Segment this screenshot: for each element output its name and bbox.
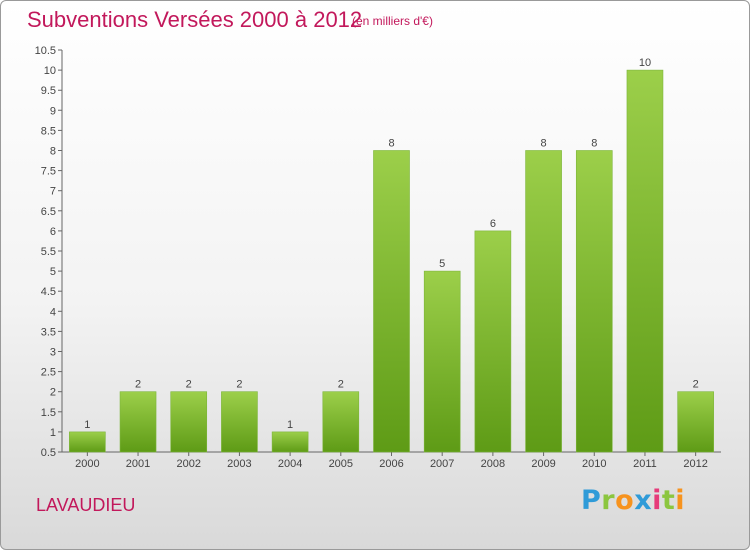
logo-letter: i xyxy=(652,485,662,516)
y-tick-label: 2.5 xyxy=(41,367,56,379)
y-tick-label: 4.5 xyxy=(41,286,56,298)
x-tick-label: 2002 xyxy=(176,458,200,470)
chart-title: Subventions Versées 2000 à 2012 xyxy=(27,7,363,32)
y-tick-label: 6 xyxy=(50,226,56,238)
y-tick-label: 6.5 xyxy=(41,206,56,218)
bar-value-label: 8 xyxy=(591,138,597,150)
bar xyxy=(69,431,106,453)
y-tick-label: 8.5 xyxy=(41,125,56,137)
chart-bars: 1 2 2 2 1 2 8 5 6 8 8 10 2 xyxy=(69,57,714,453)
logo-letter: r xyxy=(601,485,616,516)
x-tick-label: 2005 xyxy=(329,458,353,470)
logo-letter: x xyxy=(634,485,653,516)
y-tick-label: 8 xyxy=(50,146,56,158)
bar-value-label: 1 xyxy=(287,419,293,431)
logo-letter: t xyxy=(661,485,676,516)
x-tick-label: 2003 xyxy=(227,458,251,470)
y-tick-label: 3 xyxy=(50,347,56,359)
bar xyxy=(474,230,512,453)
bar-value-label: 10 xyxy=(639,57,651,69)
y-tick-label: 10 xyxy=(44,65,56,77)
y-tick-label: 7.5 xyxy=(41,166,56,178)
bar xyxy=(626,69,664,453)
bar-value-label: 2 xyxy=(135,379,141,391)
place-name: LAVAUDIEU xyxy=(36,495,136,515)
y-tick-label: 3.5 xyxy=(41,326,56,338)
y-tick-label: 5.5 xyxy=(41,246,56,258)
x-tick-label: 2006 xyxy=(379,458,403,470)
bar-value-label: 5 xyxy=(439,258,445,270)
chart-subtitle: (en milliers d'€) xyxy=(352,14,433,28)
y-tick-label: 7 xyxy=(50,186,56,198)
x-tick-label: 2001 xyxy=(126,458,150,470)
proxiti-logo: Proxiti xyxy=(581,485,685,516)
y-tick-label: 4 xyxy=(50,306,56,318)
y-tick-label: 0.5 xyxy=(41,447,56,459)
bar-value-label: 2 xyxy=(338,379,344,391)
x-tick-label: 2010 xyxy=(582,458,606,470)
bar xyxy=(677,391,714,453)
y-tick-label: 9.5 xyxy=(41,85,56,97)
bar xyxy=(119,391,157,453)
bar xyxy=(423,270,461,453)
bar xyxy=(271,431,309,453)
logo-letter: P xyxy=(581,485,602,516)
bar-value-label: 8 xyxy=(541,138,547,150)
bar xyxy=(575,150,613,453)
bar xyxy=(322,391,360,453)
bar-value-label: 2 xyxy=(693,379,699,391)
bar-value-label: 1 xyxy=(84,419,90,431)
bar-value-label: 2 xyxy=(236,379,242,391)
x-tick-label: 2011 xyxy=(633,458,657,470)
x-tick-label: 2012 xyxy=(683,458,707,470)
x-tick-label: 2008 xyxy=(481,458,505,470)
x-tick-label: 2000 xyxy=(75,458,99,470)
x-tick-label: 2007 xyxy=(430,458,454,470)
y-tick-label: 2 xyxy=(50,387,56,399)
y-tick-label: 1.5 xyxy=(41,407,56,419)
y-tick-label: 10.5 xyxy=(35,45,56,57)
bar xyxy=(525,150,562,453)
y-tick-label: 5 xyxy=(50,266,56,278)
bar-value-label: 2 xyxy=(186,379,192,391)
logo-letter: o xyxy=(615,485,635,516)
y-tick-label: 1 xyxy=(50,427,56,439)
bar-value-label: 8 xyxy=(388,138,394,150)
chart-axes: 0.5 1 1.5 2 2.5 3 3.5 4 4.5 5 5.5 6 6.5 7 7.5 8 8.5 9 9.5 1… xyxy=(35,45,721,470)
y-tick-label: 9 xyxy=(50,105,56,117)
logo-letter: i xyxy=(675,485,686,516)
bar xyxy=(170,391,208,453)
x-tick-label: 2009 xyxy=(531,458,555,470)
bar xyxy=(221,391,258,453)
bar xyxy=(373,150,410,453)
x-tick-label: 2004 xyxy=(278,458,302,470)
bar-value-label: 6 xyxy=(490,218,496,230)
